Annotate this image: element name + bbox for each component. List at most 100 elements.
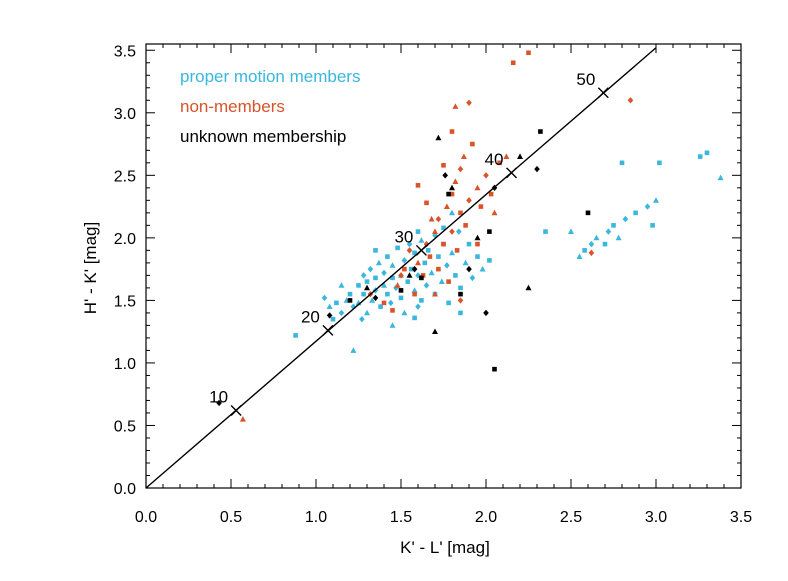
y-tick-label: 3.5 — [114, 43, 136, 60]
data-point-unknown-membership — [517, 153, 523, 159]
data-point-proper-motion-members — [373, 248, 378, 253]
data-point-proper-motion-members — [326, 303, 333, 310]
data-point-non-members — [460, 153, 467, 159]
data-point-unknown-membership — [432, 328, 438, 335]
data-point-unknown-membership — [435, 134, 442, 141]
data-point-non-members — [474, 184, 481, 191]
data-point-non-members — [483, 172, 489, 179]
data-point-non-members — [390, 308, 395, 313]
data-point-non-members — [458, 210, 463, 216]
data-point-unknown-membership — [446, 191, 451, 197]
data-point-unknown-membership — [534, 165, 540, 173]
data-point-non-members — [449, 228, 455, 235]
data-point-proper-motion-members — [390, 275, 395, 281]
data-point-proper-motion-members — [364, 279, 370, 284]
data-point-proper-motion-members — [456, 228, 462, 235]
data-point-proper-motion-members — [375, 259, 382, 266]
data-point-non-members — [239, 416, 246, 422]
data-point-non-members — [503, 153, 510, 159]
data-point-proper-motion-members — [479, 265, 486, 272]
data-point-non-members — [420, 273, 426, 278]
ref-marker-label: 30 — [394, 227, 413, 246]
data-point-proper-motion-members — [449, 249, 455, 256]
ref-marker-cross — [506, 167, 517, 179]
data-point-unknown-membership — [326, 312, 333, 319]
data-point-proper-motion-members — [458, 310, 463, 316]
data-point-proper-motion-members — [704, 150, 710, 156]
data-point-non-members — [432, 228, 438, 235]
data-point-proper-motion-members — [717, 174, 724, 181]
data-point-proper-motion-members — [568, 228, 574, 235]
data-point-unknown-membership — [419, 275, 424, 281]
data-point-non-members — [435, 215, 442, 223]
data-point-unknown-membership — [466, 265, 472, 273]
data-point-proper-motion-members — [487, 258, 492, 263]
data-point-proper-motion-members — [633, 210, 638, 216]
data-point-unknown-membership — [372, 294, 379, 302]
data-point-non-members — [441, 163, 446, 168]
data-point-proper-motion-members — [644, 203, 651, 210]
data-point-proper-motion-members — [385, 254, 390, 259]
plot-frame — [145, 43, 742, 489]
data-point-proper-motion-members — [369, 297, 376, 303]
data-point-proper-motion-members — [446, 300, 451, 306]
data-point-non-members — [402, 266, 407, 272]
data-point-proper-motion-members — [582, 248, 587, 253]
data-point-proper-motion-members — [364, 309, 370, 316]
x-axis-label: K' - L' [mag] — [400, 538, 490, 557]
data-point-proper-motion-members — [697, 154, 703, 159]
data-point-proper-motion-members — [423, 282, 430, 289]
data-point-unknown-membership — [398, 288, 404, 293]
data-point-proper-motion-members — [475, 254, 480, 259]
data-point-unknown-membership — [442, 172, 448, 179]
data-point-proper-motion-members — [321, 294, 328, 302]
data-point-proper-motion-members — [412, 315, 417, 321]
data-point-proper-motion-members — [650, 223, 655, 228]
data-point-proper-motion-members — [411, 287, 418, 293]
data-point-proper-motion-members — [428, 269, 435, 276]
data-point-proper-motion-members — [418, 237, 425, 243]
data-point-non-members — [452, 103, 459, 109]
data-point-non-members — [488, 191, 494, 197]
x-tick-label: 0.5 — [220, 509, 242, 526]
data-point-unknown-membership — [585, 210, 591, 216]
ref-marker-cross — [415, 244, 427, 256]
data-point-proper-motion-members — [576, 253, 583, 260]
x-tick-label: 2.0 — [475, 509, 497, 526]
data-point-proper-motion-members — [615, 234, 622, 241]
legend-entry-non-members: non-members — [180, 97, 285, 116]
data-point-proper-motion-members — [543, 229, 548, 234]
data-point-unknown-membership — [492, 366, 497, 372]
data-point-proper-motion-members — [350, 347, 357, 353]
data-point-non-members — [394, 282, 401, 288]
data-point-non-members — [398, 272, 404, 279]
data-point-unknown-membership — [406, 272, 413, 278]
data-point-proper-motion-members — [388, 299, 394, 307]
ref-marker-label: 50 — [576, 70, 595, 89]
data-point-proper-motion-members — [415, 303, 421, 310]
data-point-non-members — [412, 291, 417, 297]
data-point-non-members — [510, 60, 516, 66]
data-point-unknown-membership — [364, 284, 370, 291]
data-point-non-members — [497, 160, 502, 166]
data-point-proper-motion-members — [466, 241, 472, 247]
data-point-proper-motion-members — [469, 274, 476, 282]
data-point-non-members — [415, 183, 421, 188]
data-point-non-members — [588, 249, 595, 257]
data-point-proper-motion-members — [462, 259, 469, 266]
data-point-proper-motion-members — [588, 240, 595, 248]
points-layer — [216, 50, 724, 422]
data-point-proper-motion-members — [425, 248, 431, 253]
ref-marker-label: 10 — [209, 387, 228, 406]
data-point-proper-motion-members — [408, 266, 414, 272]
data-point-proper-motion-members — [356, 283, 361, 288]
data-point-non-members — [424, 200, 429, 206]
data-point-proper-motion-members — [622, 215, 629, 223]
data-point-proper-motion-members — [361, 291, 366, 297]
data-point-non-members — [443, 203, 450, 209]
data-point-non-members — [470, 141, 475, 147]
data-point-proper-motion-members — [657, 160, 662, 166]
x-tick-label: 0.0 — [135, 509, 157, 526]
data-point-proper-motion-members — [389, 262, 396, 268]
data-point-proper-motion-members — [611, 223, 616, 228]
